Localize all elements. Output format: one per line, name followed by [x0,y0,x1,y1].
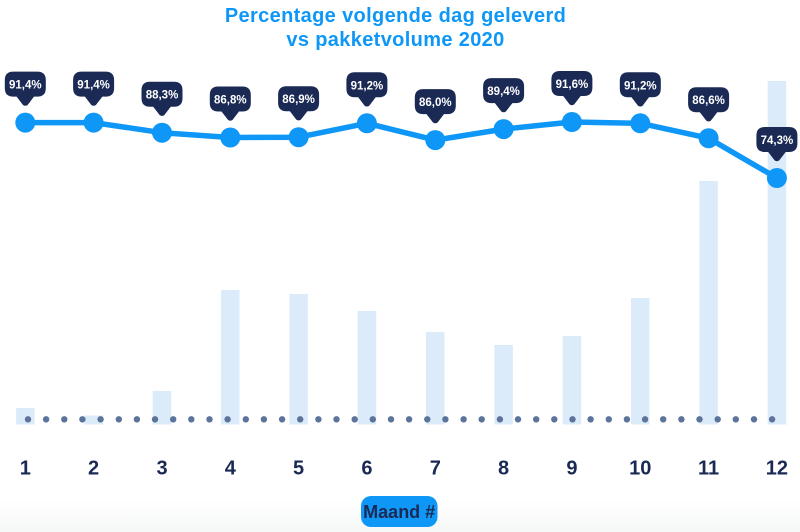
svg-text:3: 3 [156,458,167,480]
svg-text:86,0%: 86,0% [419,97,452,109]
svg-text:7: 7 [430,458,441,480]
svg-text:91,2%: 91,2% [624,80,657,92]
svg-text:86,9%: 86,9% [282,94,315,106]
svg-text:86,6%: 86,6% [692,95,725,107]
svg-text:88,3%: 88,3% [146,90,179,102]
svg-text:91,2%: 91,2% [351,80,384,92]
svg-text:4: 4 [225,458,237,480]
svg-text:2: 2 [88,458,99,480]
svg-text:Maand #: Maand # [363,502,435,522]
svg-text:6: 6 [361,458,372,480]
svg-text:1: 1 [20,458,31,480]
svg-text:89,4%: 89,4% [487,86,520,98]
svg-text:11: 11 [698,458,719,480]
svg-text:8: 8 [498,458,509,480]
svg-text:86,8%: 86,8% [214,95,247,107]
svg-text:74,3%: 74,3% [761,135,794,147]
svg-text:12: 12 [766,458,788,480]
svg-text:10: 10 [629,458,651,480]
svg-text:9: 9 [566,458,577,480]
svg-text:91,4%: 91,4% [77,80,110,92]
svg-text:5: 5 [293,458,304,480]
svg-text:91,6%: 91,6% [556,79,589,91]
svg-text:91,4%: 91,4% [9,80,42,92]
